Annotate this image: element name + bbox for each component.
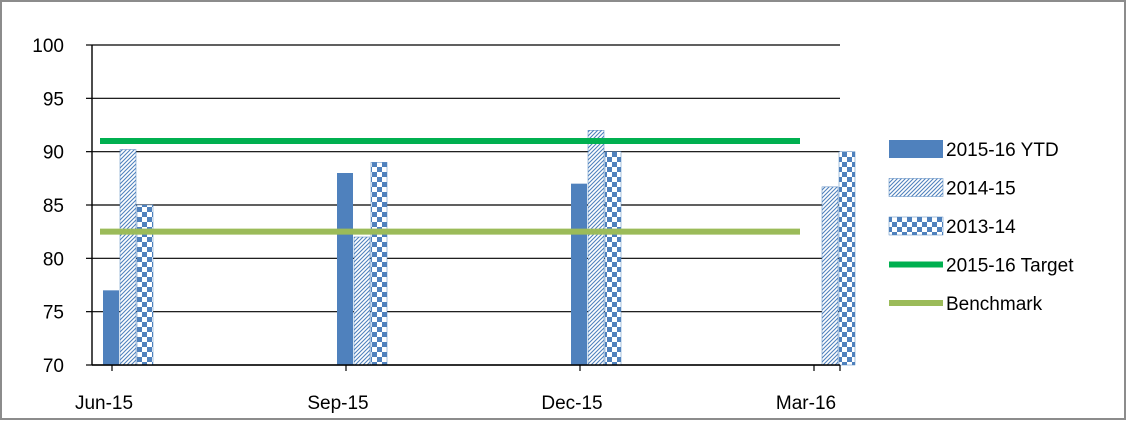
- legend-label: Benchmark: [946, 294, 1043, 315]
- axes: [86, 44, 841, 371]
- series-lines: [100, 138, 800, 235]
- bar-2015-16-ytd-sep-15: [337, 173, 353, 365]
- legend-swatch-2015-16-ytd: [889, 140, 943, 158]
- legend-label: 2015-16 Target: [946, 256, 1074, 277]
- y-tick-label: 95: [43, 89, 64, 110]
- bar-2015-16-ytd-dec-15: [571, 183, 587, 365]
- legend-swatch-2013-14: [888, 216, 944, 236]
- legend-label: 2015-16 YTD: [946, 140, 1059, 161]
- tick-labels: 70 75 80 85 90 95 100 Jun-15 Sep-15 Dec-15 Mar-16: [32, 36, 836, 414]
- legend: 2015-16 YTD 2014-15 2013-14 2015-16 Target B…: [888, 140, 1074, 315]
- y-tick-label: 90: [43, 143, 64, 164]
- x-tick-label: Jun-15: [75, 393, 133, 414]
- x-tick-label: Sep-15: [307, 393, 368, 414]
- legend-label: 2013-14: [946, 217, 1016, 238]
- y-tick-label: 85: [43, 196, 64, 217]
- bars: [103, 130, 856, 366]
- legend-swatch-2014-15: [888, 178, 944, 197]
- y-tick-label: 80: [43, 249, 64, 270]
- legend-label: 2014-15: [946, 179, 1016, 200]
- bar-2014-15-jun-15: [119, 149, 137, 366]
- bar-2014-15-sep-15: [353, 236, 371, 366]
- bar-2013-14-dec-15: [604, 151, 622, 366]
- y-tick-label: 75: [43, 303, 64, 324]
- y-tick-label: 70: [43, 356, 64, 377]
- bar-2013-14-mar-16: [838, 151, 856, 366]
- x-tick-label: Dec-15: [541, 393, 602, 414]
- gridlines: [92, 44, 840, 366]
- y-tick-label: 100: [32, 36, 64, 57]
- bar-2014-15-mar-16: [821, 186, 839, 366]
- bar-2013-14-sep-15: [370, 162, 388, 366]
- bar-2015-16-ytd-jun-15: [103, 290, 119, 365]
- bar-2014-15-dec-15: [587, 130, 605, 366]
- x-tick-label: Mar-16: [776, 393, 836, 414]
